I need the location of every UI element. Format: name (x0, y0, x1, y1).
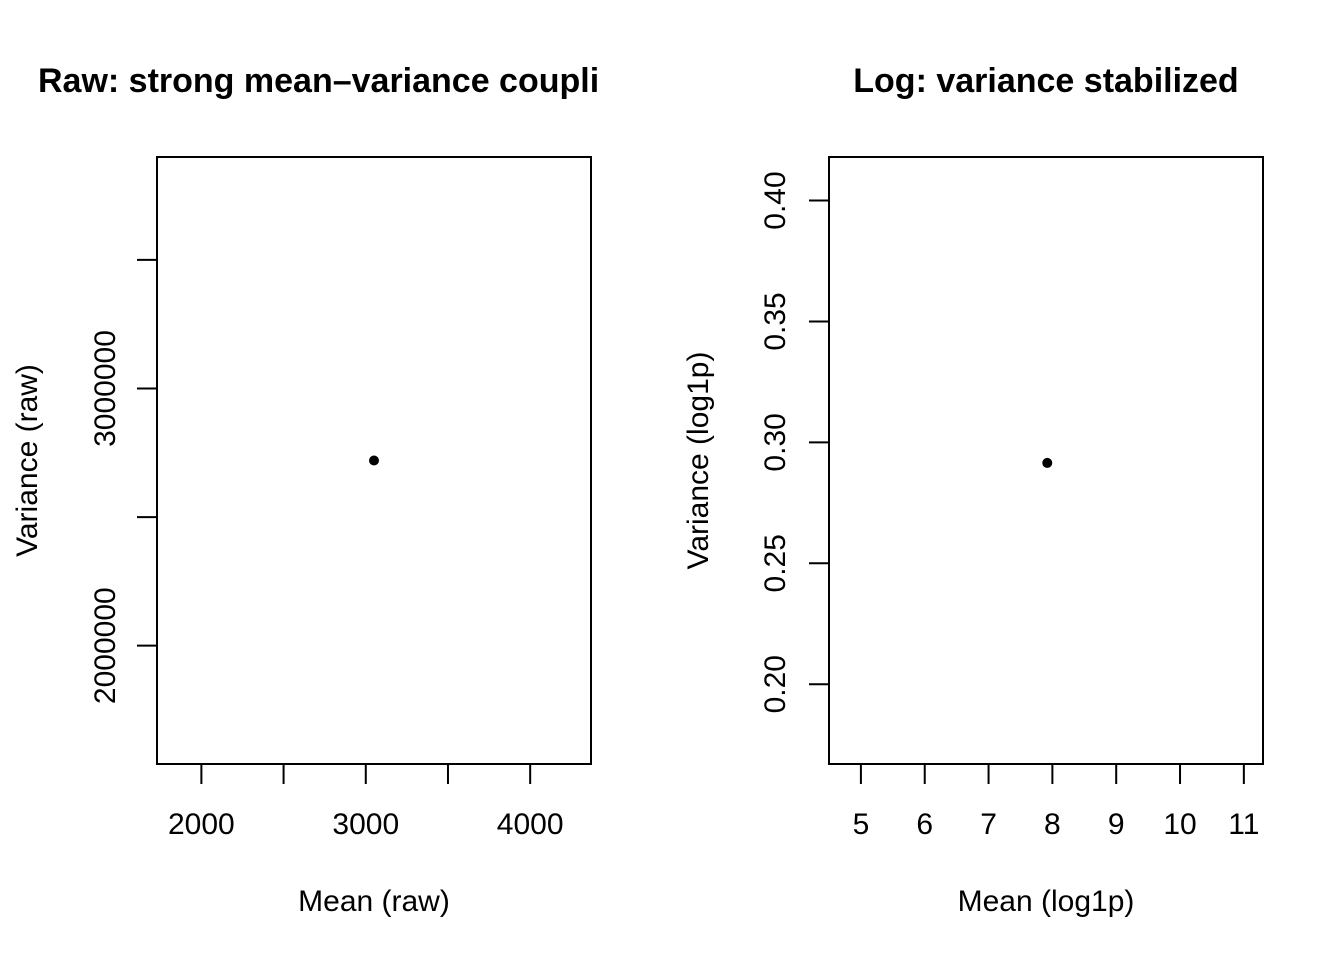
y-tick-label: 0.20 (759, 655, 792, 713)
x-tick-label: 8 (1044, 808, 1061, 841)
x-axis-label: Mean (log1p) (958, 885, 1135, 918)
data-point (1042, 457, 1053, 468)
x-tick-label: 6 (916, 808, 933, 841)
x-axis-label: Mean (raw) (298, 885, 450, 918)
y-tick-label: 0.40 (759, 171, 792, 229)
x-tick-label: 7 (980, 808, 997, 841)
panel-raw: Raw: strong mean–variance coupli 2000 3000… (11, 62, 599, 918)
x-tick-label: 5 (853, 808, 870, 841)
x-tick-label: 11 (1228, 808, 1259, 841)
x-tick-label: 2000 (168, 808, 235, 841)
x-tick-label: 4000 (497, 808, 564, 841)
chart-title: Raw: strong mean–variance coupli (38, 62, 599, 100)
y-axis-label: Variance (log1p) (682, 352, 715, 570)
panel-log: Log: variance stabilized 5 6 7 8 9 10 11 0.20 0.2… (682, 62, 1264, 918)
y-tick-label: 3000000 (89, 330, 122, 447)
y-tick-label: 0.25 (759, 534, 792, 592)
title-group: Raw: strong mean–variance coupli (38, 62, 599, 100)
y-axis-label: Variance (raw) (11, 364, 44, 557)
x-tick-label: 10 (1163, 808, 1196, 841)
x-tick-label: 3000 (332, 808, 399, 841)
plot-frame (828, 156, 1264, 765)
x-tick-label: 9 (1108, 808, 1125, 841)
y-tick-label: 0.35 (759, 292, 792, 350)
data-point (369, 455, 379, 466)
chart-title: Log: variance stabilized (853, 62, 1238, 100)
plot-frame (156, 156, 592, 765)
y-tick-label: 0.30 (759, 413, 792, 471)
y-tick-label: 2000000 (89, 587, 122, 704)
